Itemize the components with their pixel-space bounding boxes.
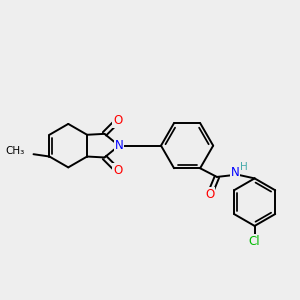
- Text: O: O: [113, 114, 122, 127]
- Text: O: O: [205, 188, 214, 201]
- Text: Cl: Cl: [249, 236, 260, 248]
- Text: N: N: [115, 139, 123, 152]
- Text: N: N: [230, 166, 239, 179]
- Text: CH₃: CH₃: [6, 146, 25, 156]
- Text: O: O: [113, 164, 122, 177]
- Text: H: H: [240, 161, 248, 172]
